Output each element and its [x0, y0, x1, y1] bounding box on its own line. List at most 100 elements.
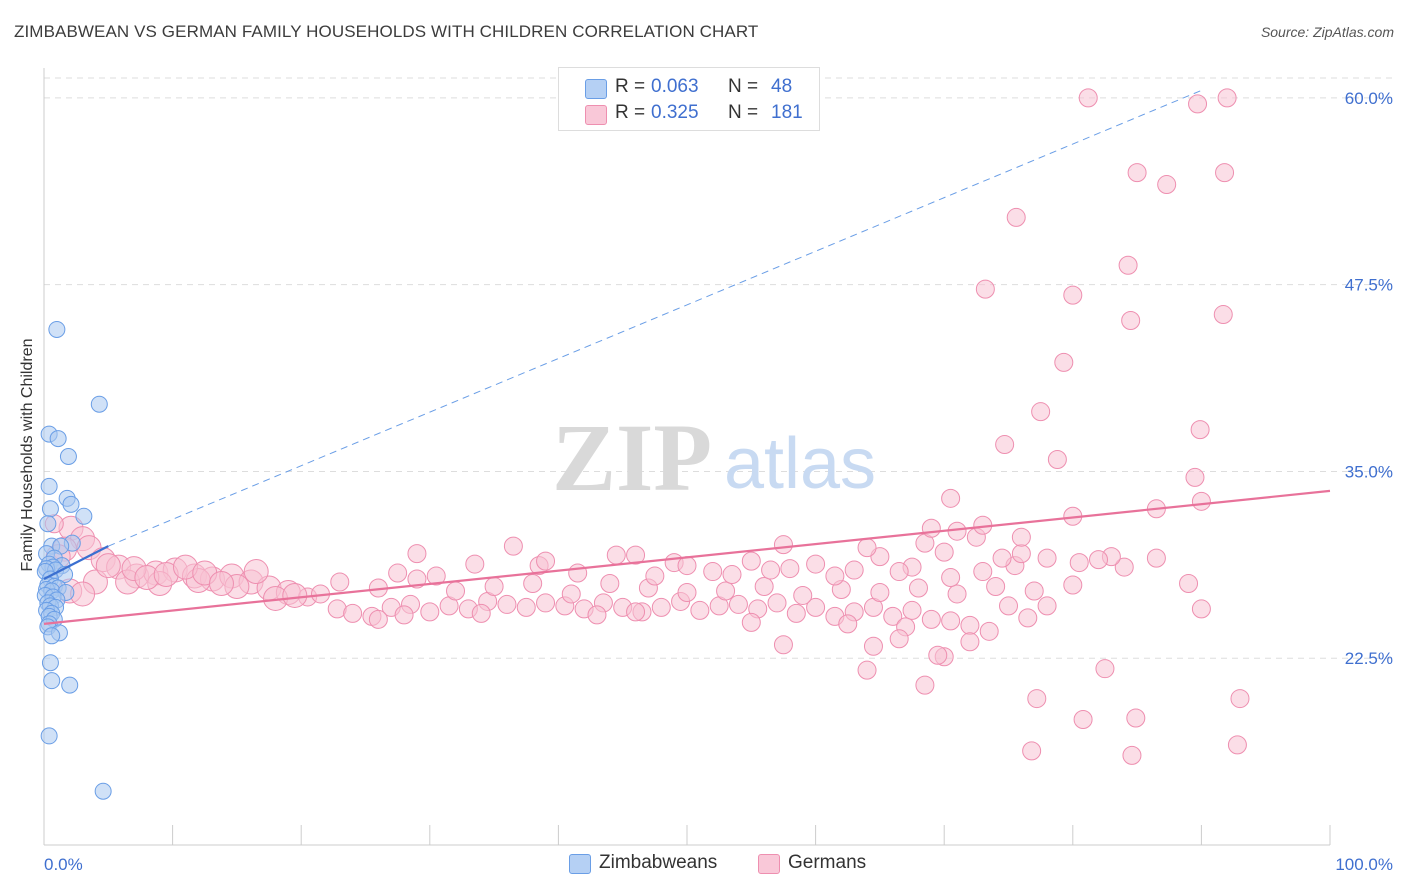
germans-point: [1114, 557, 1134, 577]
germans-point: [587, 605, 607, 625]
zimbabweans-point: [41, 500, 59, 518]
germans-point: [677, 556, 697, 576]
y-tick-label-0: 22.5%: [1345, 649, 1393, 668]
germans-point: [1213, 305, 1233, 325]
germans-point: [767, 593, 787, 613]
germans-point: [773, 535, 793, 555]
germans-point: [773, 635, 793, 655]
germans-r-value: 0.325: [651, 102, 699, 123]
germans-point: [1157, 175, 1177, 195]
germans-point: [941, 488, 961, 508]
germans-point: [1031, 402, 1051, 422]
watermark: ZIP atlas: [552, 404, 876, 511]
germans-point: [407, 569, 427, 589]
germans-point: [1027, 689, 1047, 709]
germans-point: [761, 560, 781, 580]
germans-point: [863, 636, 883, 656]
germans-point: [716, 581, 736, 601]
zimbabweans-trend-dashed: [108, 89, 1202, 547]
germans-point: [1006, 207, 1026, 227]
germans-point: [536, 551, 556, 571]
germans-point: [1191, 491, 1211, 511]
germans-point: [1037, 596, 1057, 616]
germans-point: [1069, 553, 1089, 573]
germans-point: [1011, 527, 1031, 547]
germans-n-value: 181: [771, 102, 803, 123]
trend-lines: [43, 489, 1331, 625]
germans-point: [793, 585, 813, 605]
germans-point: [960, 632, 980, 652]
germans-point: [503, 536, 523, 556]
germans-point: [986, 576, 1006, 596]
germans-point: [243, 559, 269, 585]
germans-point: [741, 612, 761, 632]
zimbabweans-point: [40, 727, 58, 745]
germans-point: [870, 582, 890, 602]
germans-point: [806, 597, 826, 617]
germans-legend-label: Germans: [788, 852, 867, 873]
trend-line-zimbabweans-extension: [108, 89, 1202, 547]
germans-point: [1179, 574, 1199, 594]
germans-point: [282, 582, 308, 608]
germans-point: [523, 574, 543, 594]
germans-point: [1078, 88, 1098, 108]
germans-point: [947, 521, 967, 541]
germans-point: [1126, 708, 1146, 728]
germans-point: [95, 553, 121, 579]
germans-point: [1063, 575, 1083, 595]
germans-point: [960, 615, 980, 635]
watermark-zip: ZIP: [552, 404, 712, 511]
germans-point: [722, 565, 742, 585]
germans-point: [973, 562, 993, 582]
zimbabweans-legend-label: Zimbabweans: [599, 852, 718, 873]
germans-point: [1024, 581, 1044, 601]
germans-point: [838, 614, 858, 634]
y-tick-label-3: 60.0%: [1345, 89, 1393, 108]
germans-point: [1230, 689, 1250, 709]
germans-point: [561, 584, 581, 604]
chart-title: ZIMBABWEAN VS GERMAN FAMILY HOUSEHOLDS W…: [14, 22, 759, 41]
germans-point: [941, 611, 961, 631]
germans-point: [1122, 745, 1142, 765]
germans-trend-line: [43, 489, 1331, 625]
germans-point: [388, 563, 408, 583]
germans-point: [921, 609, 941, 629]
germans-point: [1054, 352, 1074, 372]
zimbabweans-point: [41, 654, 59, 672]
y-tick-label-2: 47.5%: [1345, 276, 1393, 295]
germans-point: [992, 548, 1012, 568]
germans-point: [703, 562, 723, 582]
germans-point: [497, 594, 517, 614]
germans-point: [465, 554, 485, 574]
germans-point: [825, 566, 845, 586]
germans-point: [1191, 599, 1211, 619]
germans-point: [1063, 285, 1083, 305]
germans-point: [1089, 550, 1109, 570]
germans-point: [947, 584, 967, 604]
germans-point: [1073, 709, 1093, 729]
germans-swatch: [585, 105, 607, 125]
germans-point: [446, 581, 466, 601]
germans-point: [780, 559, 800, 579]
germans-point: [921, 518, 941, 538]
germans-point: [600, 574, 620, 594]
x-tick-label-min: 0.0%: [44, 855, 83, 874]
zimbabweans-r-value: 0.063: [651, 76, 699, 97]
germans-point: [1127, 163, 1147, 183]
zimbabweans-point: [59, 448, 77, 465]
x-tick-label-max: 100.0%: [1335, 855, 1393, 874]
zimbabweans-point: [90, 395, 108, 413]
tick-labels: 22.5% 35.0% 47.5% 60.0% 0.0% 100.0%: [44, 89, 1393, 874]
series-germans: [44, 88, 1250, 765]
germans-point: [915, 675, 935, 695]
zimbabweans-point: [49, 430, 67, 448]
germans-point: [484, 576, 504, 596]
germans-point: [677, 582, 697, 602]
n-label: N =: [728, 102, 759, 123]
zimbabweans-point: [43, 627, 61, 645]
germans-point: [471, 603, 491, 623]
zimbabweans-point: [75, 507, 93, 525]
germans-point: [1118, 255, 1138, 275]
germans-point: [889, 629, 909, 649]
germans-point: [645, 566, 665, 586]
